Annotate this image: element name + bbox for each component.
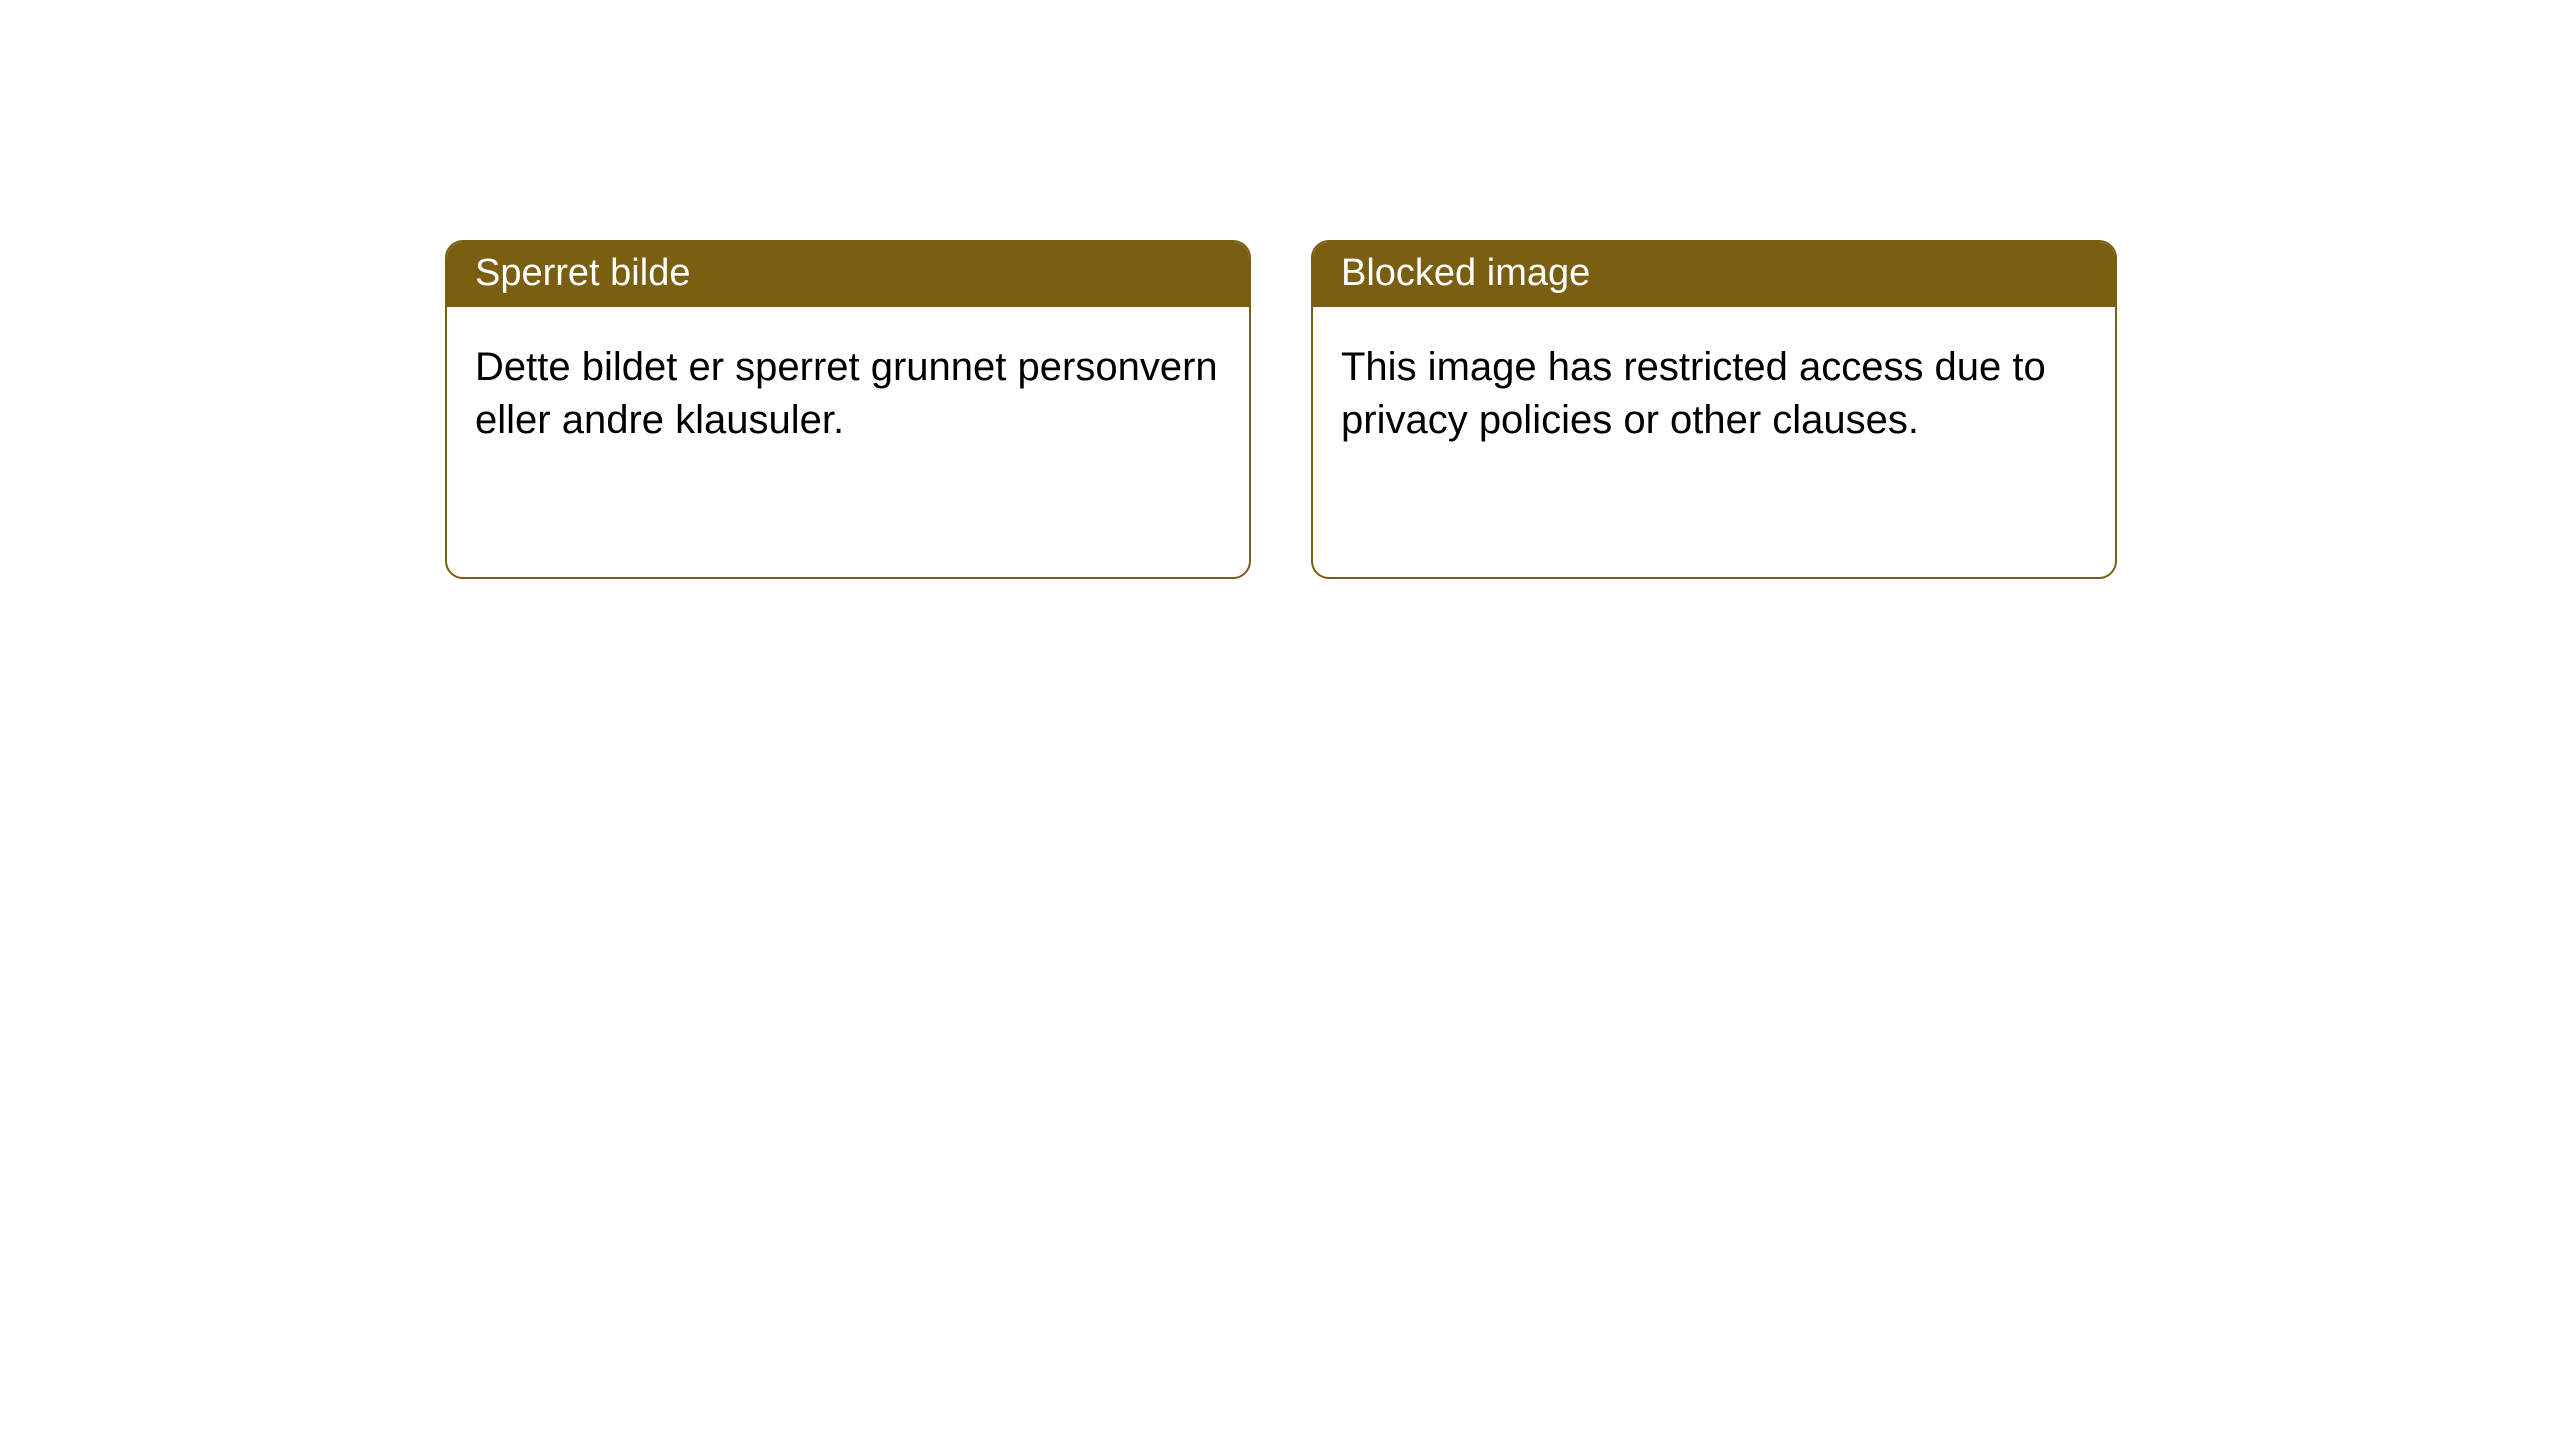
- card-title: Sperret bilde: [447, 242, 1249, 307]
- card-body: Dette bildet er sperret grunnet personve…: [447, 307, 1249, 577]
- notice-card-english: Blocked image This image has restricted …: [1311, 240, 2117, 579]
- card-body: This image has restricted access due to …: [1313, 307, 2115, 577]
- notice-card-norwegian: Sperret bilde Dette bildet er sperret gr…: [445, 240, 1251, 579]
- notice-container: Sperret bilde Dette bildet er sperret gr…: [445, 240, 2117, 579]
- card-title: Blocked image: [1313, 242, 2115, 307]
